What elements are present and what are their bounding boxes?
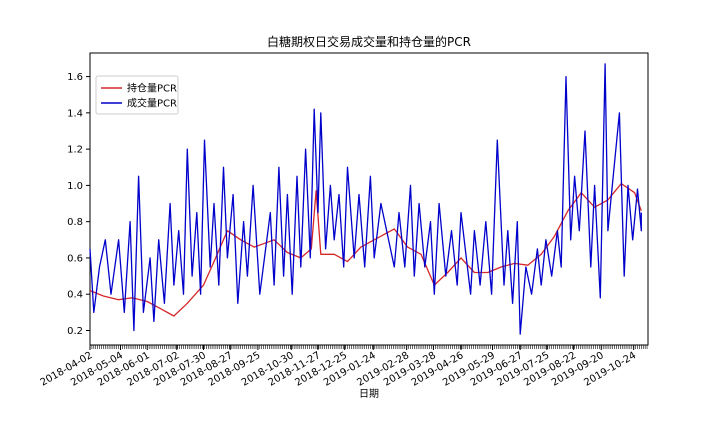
y-tick-label: 0.8: [67, 217, 83, 228]
series-line-volume-pcr: [89, 63, 642, 335]
x-axis: 2018-04-022018-05-042018-06-012018-07-02…: [39, 345, 648, 389]
y-axis: 0.2 0.4 0.6 0.8 1.0 1.2 1.4 1.6: [67, 72, 90, 337]
y-tick-label: 1.0: [67, 181, 83, 192]
y-tick-label: 0.4: [67, 290, 83, 301]
legend: 持仓量PCR 成交量PCR: [95, 75, 179, 115]
legend-entry: 持仓量PCR: [127, 82, 177, 95]
y-tick-label: 0.2: [67, 326, 83, 337]
y-tick-label: 1.6: [67, 72, 83, 83]
legend-box: [95, 75, 179, 115]
plot-area: [89, 52, 649, 346]
y-tick-label: 1.4: [67, 108, 83, 119]
series-line-open-interest-pcr: [89, 182, 642, 317]
y-tick-label: 0.6: [67, 253, 83, 264]
chart-title: 白糖期权日交易成交量和持仓量的PCR: [267, 34, 471, 49]
y-tick-label: 1.2: [67, 145, 83, 156]
series-layer: [89, 63, 642, 335]
legend-entry: 成交量PCR: [127, 97, 177, 110]
x-axis-label: 日期: [359, 388, 379, 400]
